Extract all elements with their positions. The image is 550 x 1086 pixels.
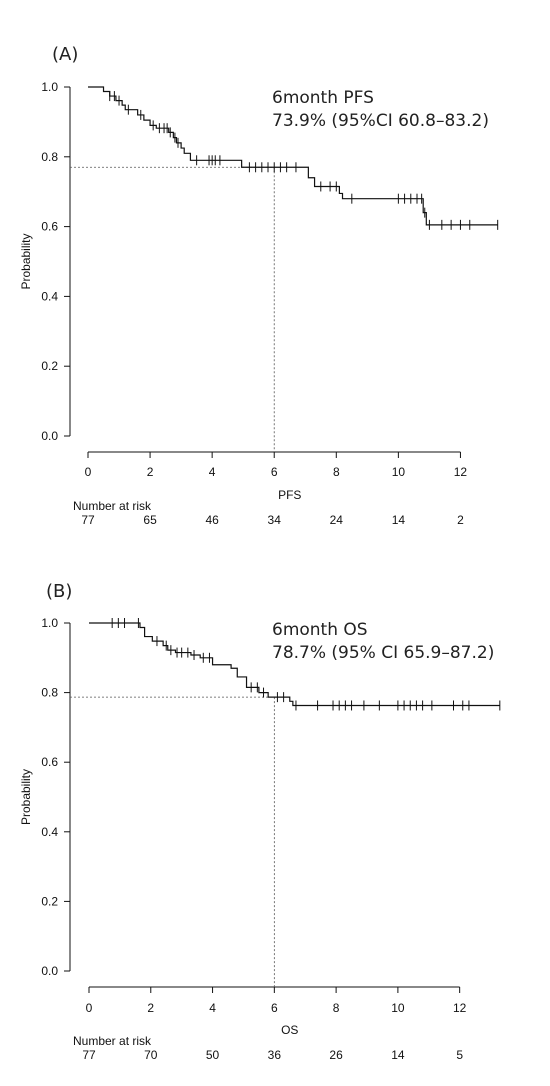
panel-b-x-tick-label: 12 bbox=[453, 1001, 467, 1015]
panel-b-y-tick-label: 0.8 bbox=[41, 686, 58, 700]
panel-b-risk-count: 36 bbox=[268, 1048, 282, 1062]
panel-b-label: (B) bbox=[46, 581, 72, 602]
panel-b-y-tick-label: 0.4 bbox=[41, 825, 58, 839]
panel-b-y-tick-label: 1.0 bbox=[41, 616, 58, 630]
panel-b-survival-curve bbox=[89, 622, 500, 707]
panel-a-y-tick-label: 0.6 bbox=[41, 220, 58, 234]
panel-a-risk-count: 77 bbox=[81, 513, 95, 527]
panel-b-y-tick-label: 0.6 bbox=[41, 755, 58, 769]
panel-a-y-tick-label: 0.0 bbox=[41, 429, 58, 443]
panel-a-risk-count: 14 bbox=[392, 513, 406, 527]
panel-a-x-tick-label: 10 bbox=[392, 465, 406, 479]
panel-b-risk-count: 5 bbox=[456, 1048, 463, 1062]
panel-b-y-tick-label: 0.0 bbox=[41, 964, 58, 978]
panel-a-risk-count: 24 bbox=[330, 513, 344, 527]
panel-a-y-tick-label: 0.8 bbox=[41, 150, 58, 164]
panel-a-risk-count: 46 bbox=[205, 513, 219, 527]
panel-b-x-tick-label: 8 bbox=[333, 1001, 340, 1015]
panel-b-x-tick-label: 6 bbox=[271, 1001, 278, 1015]
panel-a-x-tick-label: 0 bbox=[85, 465, 92, 479]
panel-a-x-tick-label: 8 bbox=[333, 465, 340, 479]
panel-b-annotation-estimate: 78.7% (95% CI 65.9–87.2) bbox=[272, 643, 494, 663]
panel-a-annotation-title: 6month PFS bbox=[272, 88, 374, 108]
panel-a-label: (A) bbox=[52, 44, 78, 65]
panel-b-y-tick-label: 0.2 bbox=[41, 894, 58, 908]
panel-a-y-tick-label: 0.2 bbox=[41, 359, 58, 373]
panel-a-y-tick-label: 0.4 bbox=[41, 289, 58, 303]
panel-a-x-axis-label: PFS bbox=[278, 488, 301, 502]
panel-b-x-tick-label: 2 bbox=[147, 1001, 154, 1015]
panel-a-risk-count: 65 bbox=[143, 513, 157, 527]
panel-a-risk-title: Number at risk bbox=[73, 499, 152, 513]
panel-b-x-tick-label: 10 bbox=[391, 1001, 405, 1015]
panel-b-x-tick-label: 4 bbox=[209, 1001, 216, 1015]
panel-a-risk-count: 34 bbox=[268, 513, 282, 527]
panel-b-risk-count: 50 bbox=[206, 1048, 220, 1062]
panel-a-annotation-estimate: 73.9% (95%CI 60.8–83.2) bbox=[272, 111, 489, 131]
panel-a-y-axis-label: Probability bbox=[19, 233, 33, 289]
panel-a-y-tick-label: 1.0 bbox=[41, 80, 58, 94]
panel-b-risk-count: 70 bbox=[144, 1048, 158, 1062]
panel-b-risk-title: Number at risk bbox=[73, 1034, 152, 1048]
panel-a-risk-count: 2 bbox=[457, 513, 464, 527]
panel-b-annotation-title: 6month OS bbox=[272, 620, 368, 640]
panel-b-risk-count: 14 bbox=[391, 1048, 405, 1062]
panel-b-risk-count: 26 bbox=[329, 1048, 343, 1062]
panel-b-y-axis-label: Probability bbox=[19, 769, 33, 825]
panel-b-x-tick-label: 0 bbox=[86, 1001, 93, 1015]
panel-a-x-tick-label: 6 bbox=[271, 465, 278, 479]
panel-b-x-axis-label: OS bbox=[281, 1023, 298, 1037]
panel-a-x-tick-label: 4 bbox=[209, 465, 216, 479]
panel-a-x-tick-label: 2 bbox=[147, 465, 154, 479]
panel-a-x-tick-label: 12 bbox=[454, 465, 468, 479]
panel-b-risk-count: 77 bbox=[82, 1048, 96, 1062]
